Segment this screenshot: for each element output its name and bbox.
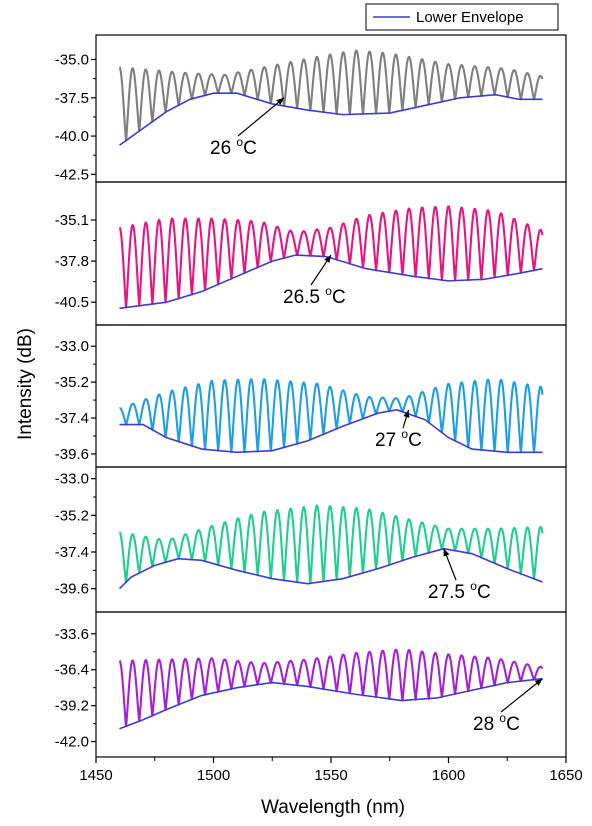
temperature-unit: C: [408, 430, 422, 451]
y-tick-label: -33.0: [55, 338, 89, 355]
y-tick-label: -37.4: [55, 544, 89, 561]
panel: -33.6 -36.4 -39.2 -42.0 28 oC: [55, 611, 567, 758]
annotation-arrow: [237, 97, 285, 137]
degree-symbol: o: [470, 579, 477, 593]
degree-symbol: o: [499, 711, 506, 725]
y-tick-label: -40.5: [55, 294, 89, 311]
x-tick-label: 1450: [79, 767, 112, 784]
temperature-unit: C: [243, 138, 257, 159]
lower-envelope-line: [118, 547, 543, 590]
y-tick-label: -35.0: [55, 52, 89, 69]
arrow-head: [324, 255, 331, 263]
y-tick-label: -37.4: [55, 410, 89, 427]
temperature-label: 27.5 oC: [428, 579, 491, 603]
temperature-unit: C: [332, 287, 346, 308]
y-tick-label: -40.0: [55, 128, 89, 145]
x-axis-title: Wavelength (nm): [261, 797, 405, 818]
panel: -33.0 -35.2 -37.4 -39.6 27 oC: [55, 324, 567, 468]
degree-symbol: o: [236, 135, 243, 149]
temperature-value: 26: [210, 138, 236, 159]
temperature-value: 28: [473, 714, 499, 735]
panel-frame: [95, 466, 567, 613]
spectrum-line: [118, 504, 544, 585]
spectrum-line: [118, 648, 544, 728]
chart-panels: -35.0-37.5-40.0-42.526 oC-35.1-37.8-40.5…: [55, 34, 567, 758]
panel: -33.0 -35.2 -37.4 -39.6 27.5 oC: [55, 466, 567, 613]
y-tick-label: -37.8: [55, 253, 89, 270]
x-tick-label: 1500: [197, 767, 230, 784]
spectrum-line: [118, 378, 544, 454]
y-tick-label: -33.6: [55, 626, 89, 643]
lower-envelope-line: [119, 409, 543, 454]
temperature-label: 26 oC: [210, 135, 257, 159]
y-tick-label: -33.0: [55, 471, 89, 488]
lower-envelope-line: [119, 254, 543, 310]
y-tick-label: -35.2: [55, 507, 89, 524]
panel: -35.0 -37.5 -40.0 -42.5 26 oC: [55, 34, 567, 183]
x-tick-label: 1550: [314, 767, 347, 784]
temperature-value: 27: [375, 430, 401, 451]
y-tick-label: -39.6: [55, 446, 89, 463]
arrow-head: [276, 97, 284, 105]
y-tick-label: -42.0: [55, 734, 89, 751]
temperature-unit: C: [477, 582, 491, 603]
y-tick-label: -39.2: [55, 698, 89, 715]
temperature-label: 27 oC: [375, 427, 422, 451]
degree-symbol: o: [401, 427, 408, 441]
y-tick-label: -35.1: [55, 212, 89, 229]
y-tick-label: -37.5: [55, 90, 89, 107]
legend: Lower Envelope: [365, 3, 559, 31]
y-tick-label: -35.2: [55, 374, 89, 391]
y-axis-title: Intensity (dB): [15, 328, 36, 440]
temperature-value: 27.5: [428, 582, 470, 603]
temperature-label: 28 oC: [473, 711, 520, 735]
x-axis: 1450 1500 1550 1600 1650: [79, 757, 583, 784]
annotation-arrow: [500, 678, 543, 713]
spectrum-line: [118, 49, 544, 142]
arrow-head: [534, 678, 543, 686]
lower-envelope-line: [119, 92, 543, 146]
y-tick-label: -39.6: [55, 581, 89, 598]
spectrum-line: [118, 205, 544, 309]
temperature-unit: C: [506, 714, 520, 735]
temperature-label: 26.5 oC: [283, 284, 346, 308]
arrow-head: [443, 548, 450, 557]
arrow-head: [403, 409, 410, 418]
legend-entry: Lower Envelope: [416, 9, 524, 26]
y-tick-label: -42.5: [55, 166, 89, 183]
degree-symbol: o: [325, 284, 332, 298]
y-tick-label: -36.4: [55, 662, 89, 679]
x-tick-label: 1600: [432, 767, 465, 784]
temperature-value: 26.5: [283, 287, 325, 308]
lower-envelope-line: [119, 677, 543, 730]
x-tick-label: 1650: [549, 767, 582, 784]
panel: -35.1 -37.8 -40.5 26.5 oC: [55, 181, 567, 326]
